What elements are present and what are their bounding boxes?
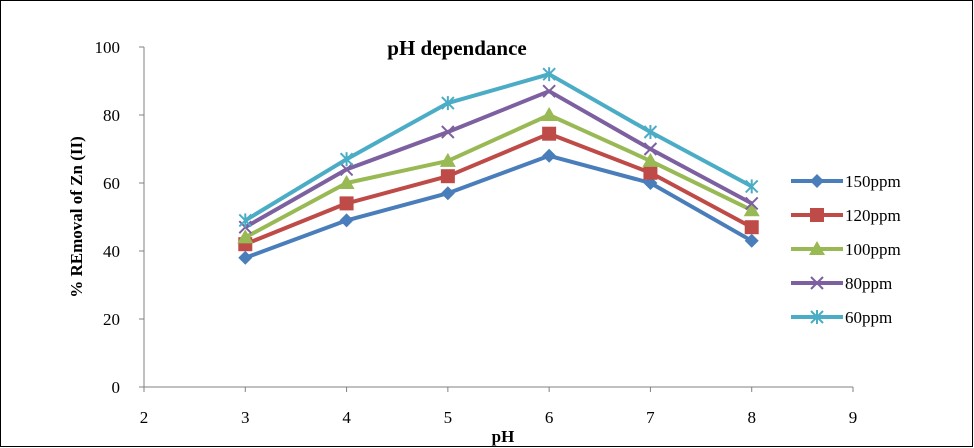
legend-item: 60ppm — [791, 308, 892, 327]
series-60ppm — [238, 67, 759, 228]
legend-marker — [809, 241, 825, 255]
legend-marker — [810, 174, 824, 188]
series-line — [244, 89, 753, 229]
legend-item: 150ppm — [791, 172, 901, 191]
data-point — [743, 202, 760, 217]
data-point — [441, 125, 455, 139]
axes: 0 20 40 60 80 100 2 3 4 5 6 7 8 9 — [95, 38, 858, 427]
legend-marker — [810, 310, 824, 324]
y-tick-label: 100 — [95, 38, 121, 57]
x-axis-title: pH — [492, 427, 515, 446]
y-tick-label: 0 — [112, 378, 121, 397]
series-150ppm — [238, 148, 759, 265]
data-point — [339, 152, 354, 167]
x-tick-label: 9 — [849, 408, 858, 427]
data-point — [744, 233, 759, 248]
x-tick-label: 2 — [140, 408, 149, 427]
data-point — [541, 107, 558, 121]
data-point — [542, 84, 556, 98]
x-tick-label: 8 — [747, 408, 756, 427]
legend-label: 150ppm — [845, 172, 901, 191]
data-point — [542, 126, 557, 141]
y-tick-label: 20 — [103, 310, 120, 329]
series-80ppm — [238, 84, 759, 234]
legend-item: 80ppm — [791, 274, 892, 293]
legend-label: 100ppm — [845, 240, 901, 259]
data-point — [643, 142, 658, 156]
y-tick-label: 80 — [103, 106, 120, 125]
legend-marker — [810, 208, 824, 222]
data-point — [745, 179, 759, 194]
data-point — [439, 152, 456, 167]
data-point — [339, 213, 354, 228]
series-100ppm — [237, 107, 760, 244]
legend-label: 120ppm — [845, 206, 901, 225]
series-line — [244, 72, 753, 223]
series-layer — [237, 67, 760, 265]
x-tick-label: 6 — [545, 408, 554, 427]
data-point — [745, 196, 759, 211]
data-point — [643, 165, 658, 180]
data-point — [338, 175, 355, 189]
y-tick-label: 60 — [103, 174, 120, 193]
chart-title: pH dependance — [387, 36, 526, 60]
y-axis-title: % REmoval of Zn (II) — [67, 136, 86, 298]
data-point — [238, 213, 252, 228]
data-point — [643, 125, 658, 139]
y-tick-label: 40 — [103, 242, 120, 261]
legend-item: 120ppm — [791, 206, 901, 225]
data-point — [542, 67, 556, 82]
legend: 150ppm 120ppm 100ppm 80ppm 60ppm — [791, 172, 901, 327]
data-point — [339, 162, 354, 177]
legend-label: 80ppm — [845, 274, 892, 293]
legend-item: 100ppm — [791, 240, 901, 259]
legend-label: 60ppm — [845, 308, 892, 327]
series-120ppm — [238, 126, 759, 252]
x-tick-label: 5 — [444, 408, 453, 427]
data-point — [339, 196, 354, 211]
x-tick-label: 3 — [241, 408, 250, 427]
data-point — [542, 148, 557, 163]
series-line — [244, 113, 753, 240]
series-line — [244, 153, 753, 260]
x-tick-label: 4 — [342, 408, 351, 427]
series-line — [244, 131, 753, 247]
data-point — [441, 96, 455, 111]
data-point — [642, 152, 659, 167]
data-point — [440, 169, 455, 184]
legend-marker — [810, 276, 824, 290]
x-tick-label: 7 — [646, 408, 655, 427]
data-point — [744, 220, 759, 235]
data-point — [238, 250, 253, 265]
data-point — [440, 186, 455, 201]
data-point — [237, 229, 254, 244]
